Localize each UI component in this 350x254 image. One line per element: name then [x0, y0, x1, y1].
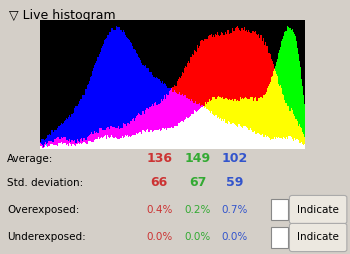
- Text: Overexposed:: Overexposed:: [7, 204, 79, 215]
- Text: 0.4%: 0.4%: [146, 204, 173, 215]
- Text: Average:: Average:: [7, 154, 53, 164]
- Text: 0.0%: 0.0%: [185, 232, 211, 243]
- Text: 59: 59: [226, 176, 243, 189]
- Text: Indicate: Indicate: [297, 232, 339, 243]
- Text: Indicate: Indicate: [297, 204, 339, 215]
- FancyBboxPatch shape: [271, 227, 288, 248]
- Text: ▽ Live histogram: ▽ Live histogram: [9, 9, 116, 22]
- Text: Std. deviation:: Std. deviation:: [7, 178, 83, 188]
- Text: 102: 102: [221, 152, 248, 165]
- Text: Underexposed:: Underexposed:: [7, 232, 86, 243]
- Text: 0.2%: 0.2%: [184, 204, 211, 215]
- Text: 0.0%: 0.0%: [146, 232, 172, 243]
- Text: 66: 66: [150, 176, 168, 189]
- Text: 149: 149: [185, 152, 211, 165]
- FancyBboxPatch shape: [271, 199, 288, 220]
- Text: 136: 136: [146, 152, 172, 165]
- FancyBboxPatch shape: [289, 224, 347, 251]
- FancyBboxPatch shape: [289, 196, 347, 224]
- Text: 67: 67: [189, 176, 206, 189]
- Text: 0.0%: 0.0%: [221, 232, 248, 243]
- Text: 0.7%: 0.7%: [221, 204, 248, 215]
